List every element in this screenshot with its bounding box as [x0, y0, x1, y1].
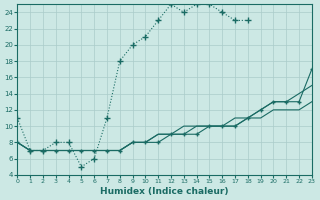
- X-axis label: Humidex (Indice chaleur): Humidex (Indice chaleur): [100, 187, 229, 196]
